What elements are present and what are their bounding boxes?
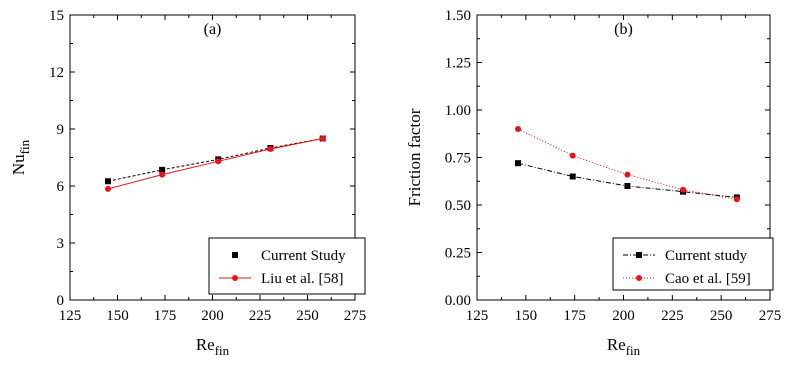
- data-point: [267, 145, 274, 152]
- legend-label: Current Study: [261, 248, 346, 264]
- x-tick-label: 225: [249, 308, 272, 324]
- y-tick-label: 9: [57, 122, 65, 138]
- data-point: [105, 185, 111, 192]
- data-point: [105, 178, 111, 185]
- legend-marker: [232, 252, 238, 258]
- data-point: [515, 126, 522, 132]
- y-tick-label: 0.00: [445, 293, 471, 309]
- data-point: [733, 196, 740, 203]
- y-tick-label: 0.50: [445, 198, 471, 214]
- legend-label: Cao et al. [59]: [665, 271, 751, 287]
- series-2: [515, 126, 740, 203]
- legend-label: Current study: [665, 248, 748, 264]
- data-point: [215, 158, 222, 165]
- data-point: [624, 183, 631, 189]
- data-point: [319, 135, 326, 142]
- legend-marker: [232, 275, 238, 281]
- x-tick-label: 150: [515, 308, 538, 324]
- y-tick-label: 0: [57, 293, 65, 309]
- series-1: [105, 135, 326, 185]
- y-axis-label: Nufin: [9, 139, 32, 175]
- x-tick-label: 175: [154, 308, 177, 324]
- y-tick-label: 1.50: [445, 8, 471, 24]
- legend-marker: [636, 275, 642, 281]
- x-tick-label: 200: [612, 308, 635, 324]
- x-tick-label: 200: [201, 308, 224, 324]
- y-tick-label: 6: [57, 179, 65, 195]
- data-point: [159, 171, 166, 178]
- y-tick-label: 12: [49, 65, 64, 81]
- x-tick-label: 275: [759, 308, 782, 324]
- legend-marker: [636, 252, 642, 258]
- x-tick-label: 275: [344, 308, 367, 324]
- x-tick-label: 175: [563, 308, 586, 324]
- x-axis-label: Refin: [607, 335, 641, 358]
- y-tick-label: 15: [49, 8, 64, 24]
- legend-label: Liu et al. [58]: [261, 271, 343, 287]
- panel-label: (b): [614, 21, 633, 38]
- x-tick-label: 225: [661, 308, 684, 324]
- data-point: [569, 152, 576, 159]
- y-tick-label: 0.25: [445, 246, 471, 262]
- data-point: [515, 160, 522, 167]
- panel-label: (a): [204, 21, 222, 38]
- legend: Current Study Liu et al. [58]: [208, 237, 366, 295]
- legend: Current study Cao et al. [59]: [612, 237, 774, 291]
- series-2: [105, 135, 326, 192]
- legend-box: [208, 237, 366, 295]
- series-line: [517, 162, 737, 198]
- x-tick-label: 250: [710, 308, 733, 324]
- y-tick-label: 3: [57, 236, 65, 252]
- data-point: [680, 186, 687, 193]
- x-tick-label: 150: [106, 308, 129, 324]
- data-point: [624, 171, 631, 178]
- x-tick-label: 250: [296, 308, 319, 324]
- legend-box: [612, 237, 774, 291]
- series-line: [107, 138, 323, 190]
- data-point: [569, 173, 576, 180]
- series-1: [515, 160, 740, 201]
- y-tick-label: 1.00: [445, 103, 471, 119]
- y-axis-label: Friction factor: [405, 108, 424, 206]
- y-tick-label: 0.75: [445, 151, 471, 167]
- x-tick-label: 125: [59, 308, 82, 324]
- x-axis-label: Refin: [196, 335, 230, 358]
- chart-panel-2: 125 150 175 200 225 250 275 0.00 0.25 0.50 0.75 1.0…: [405, 8, 781, 358]
- y-tick-label: 1.25: [445, 56, 471, 72]
- data-point: [159, 166, 166, 173]
- chart-panel-1: 125 150 175 200 225 250 275 0 3 6 9 12 15 (a) Refin Nuf…: [9, 8, 366, 358]
- x-tick-label: 125: [466, 308, 489, 324]
